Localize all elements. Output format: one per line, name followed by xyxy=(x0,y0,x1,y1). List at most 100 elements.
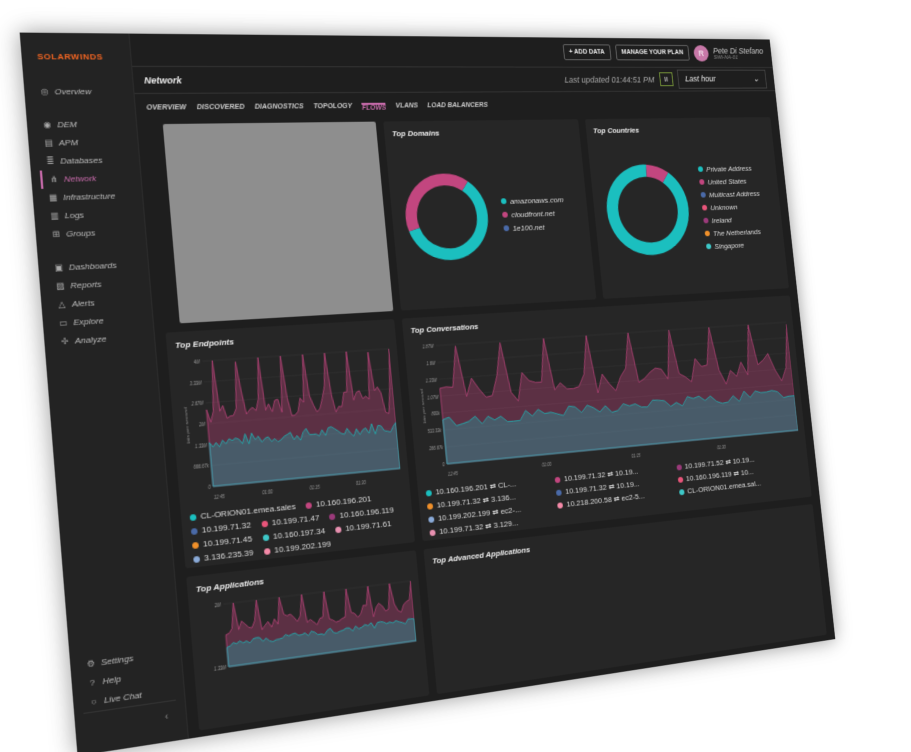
top-applications-card: Top Applications 1.33M 2M xyxy=(186,550,430,731)
legend-swatch xyxy=(678,488,685,495)
donut-slice[interactable] xyxy=(408,179,469,230)
y-tick-label: 266.67k xyxy=(428,445,444,452)
legend-item[interactable]: Private Address xyxy=(697,163,758,174)
legend-item[interactable]: The Netherlands xyxy=(704,227,765,238)
legend-label: Private Address xyxy=(705,163,752,174)
tab-overview[interactable]: OVERVIEW xyxy=(146,104,187,112)
sidebar-item-label: Analyze xyxy=(74,334,107,346)
legend-label: 10.199.71.47 xyxy=(271,512,320,528)
avatar[interactable]: R xyxy=(692,44,710,62)
y-tick-label: 1.07M xyxy=(427,394,439,400)
tab-load-balancers[interactable]: LOAD BALANCERS xyxy=(427,102,489,110)
time-range-select[interactable]: Last hour ⌄ xyxy=(676,69,768,89)
sidebar-item-label: Databases xyxy=(59,155,103,166)
x-tick-label: 01:30 xyxy=(717,444,726,450)
legend-label: Multicast Address xyxy=(708,188,760,199)
legend-item[interactable]: 10.199.71.47 xyxy=(261,513,320,529)
user-menu[interactable]: Pete Di Stefano SWI-NA-01 xyxy=(712,46,764,61)
sidebar-item-label: Alerts xyxy=(71,298,96,309)
time-range-value: Last hour xyxy=(684,74,717,84)
add-data-button[interactable]: + ADD DATA xyxy=(562,44,612,61)
legend-swatch xyxy=(503,225,510,232)
legend-item[interactable]: Singapore xyxy=(706,240,766,251)
chevron-down-icon: ⌄ xyxy=(752,74,760,84)
tab-topology[interactable]: TOPOLOGY xyxy=(313,102,353,111)
tab-diagnostics[interactable]: DIAGNOSTICS xyxy=(254,103,304,111)
conversations-chart: 0 266.67k 533.33k 800k 1.07M 1.33M 1.6M 1.87M 12… xyxy=(419,317,800,477)
legend-swatch xyxy=(193,555,201,563)
pause-button[interactable]: II xyxy=(658,72,674,87)
legend-swatch xyxy=(191,541,199,549)
y-tick-label: 800k xyxy=(431,411,441,417)
legend-swatch xyxy=(189,513,197,521)
legend-item[interactable]: Multicast Address xyxy=(700,189,760,199)
sidebar-item-label: Help xyxy=(102,673,122,687)
sidebar-item-label: Dashboards xyxy=(68,260,117,273)
alerts-icon: △ xyxy=(57,299,66,310)
infrastructure-icon: ▦ xyxy=(48,192,58,203)
analyze-icon: ✢ xyxy=(60,336,69,347)
legend-label: Unknown xyxy=(709,202,738,212)
manage-plan-button[interactable]: MANAGE YOUR PLAN xyxy=(614,44,690,61)
legend-label: 10.160.196.119 xyxy=(339,505,395,521)
countries-donut xyxy=(596,157,699,263)
legend-swatch xyxy=(706,243,712,250)
y-tick-label: 2.67M xyxy=(190,400,204,407)
top-domains-card: Top Domains amazonaws.com cloudfront.net 1… xyxy=(383,119,597,311)
legend-label: 10.199.202.199 xyxy=(273,539,332,555)
gridline xyxy=(202,349,389,361)
legend-swatch xyxy=(305,501,313,509)
legend-item[interactable]: United States xyxy=(699,176,759,186)
user-org: SWI-NA-01 xyxy=(713,54,739,61)
top-countries-card: Top Countries Private Address United Stat… xyxy=(585,117,789,299)
legend-item[interactable]: cloudfront.net xyxy=(501,208,565,219)
sidebar-item-label: Logs xyxy=(64,210,85,221)
sidebar-item-databases[interactable]: ≣ Databases xyxy=(38,151,131,171)
legend-label: 10.199.71.45 xyxy=(202,533,253,549)
map-panel[interactable] xyxy=(162,121,394,324)
sidebar-item-label: DEM xyxy=(56,119,78,130)
legend-swatch xyxy=(501,211,508,218)
series-area xyxy=(226,617,416,667)
sidebar-item-dem[interactable]: ◉ DEM xyxy=(35,115,128,134)
legend-swatch xyxy=(699,179,705,185)
y-tick-label: 0 xyxy=(208,484,211,490)
dashboards-icon: ▣ xyxy=(54,262,64,273)
tab-discovered[interactable]: DISCOVERED xyxy=(196,103,245,112)
sidebar-item-label: Groups xyxy=(65,228,96,239)
sidebar-item-apm[interactable]: ▤ APM xyxy=(37,133,130,152)
donut-slice[interactable] xyxy=(646,170,665,178)
groups-icon: ⊞ xyxy=(51,229,61,240)
legend-swatch xyxy=(329,512,336,520)
legend-swatch xyxy=(428,515,435,523)
x-tick-label: 01:15 xyxy=(631,453,641,459)
sidebar-item-overview[interactable]: ◎ Overview xyxy=(33,83,126,101)
y-tick-label: 2M xyxy=(198,421,206,428)
legend-item[interactable]: 10.199.202.199 xyxy=(263,539,331,556)
tab-vlans[interactable]: VLANS xyxy=(395,102,419,110)
last-updated: Last updated 01:44:51 PM xyxy=(563,74,655,85)
legend-item[interactable]: 10.199.71.32 xyxy=(190,520,251,536)
legend-item[interactable]: Ireland xyxy=(703,214,763,224)
tab-flows[interactable]: FLOWS xyxy=(361,102,387,112)
y-tick-label: 1.87M xyxy=(422,343,434,349)
legend-item[interactable]: 10.199.71.61 xyxy=(334,519,392,534)
legend-item[interactable]: amazonaws.com xyxy=(500,195,564,206)
reports-icon: ▨ xyxy=(55,281,65,292)
legend-item[interactable]: 3.136.235.39 xyxy=(193,548,254,564)
database-icon: ≣ xyxy=(46,156,55,167)
legend-label: cloudfront.net xyxy=(510,208,555,219)
legend-item[interactable]: Unknown xyxy=(701,202,762,212)
help-icon: ? xyxy=(89,677,96,689)
donut-slice[interactable] xyxy=(609,170,687,250)
card-title: Top Countries xyxy=(592,125,640,136)
logs-icon: ▥ xyxy=(50,211,60,221)
legend-label: 1e100.net xyxy=(512,222,545,233)
legend-swatch xyxy=(425,489,432,497)
y-tick-label: 1.6M xyxy=(426,360,436,366)
x-tick-label: 01:15 xyxy=(309,484,320,491)
legend-item[interactable]: 1e100.net xyxy=(503,222,566,233)
explore-icon: ▭ xyxy=(58,317,68,329)
sidebar-item-network[interactable]: ⋔ Network xyxy=(39,168,133,189)
gear-icon: ⚙ xyxy=(86,658,96,670)
